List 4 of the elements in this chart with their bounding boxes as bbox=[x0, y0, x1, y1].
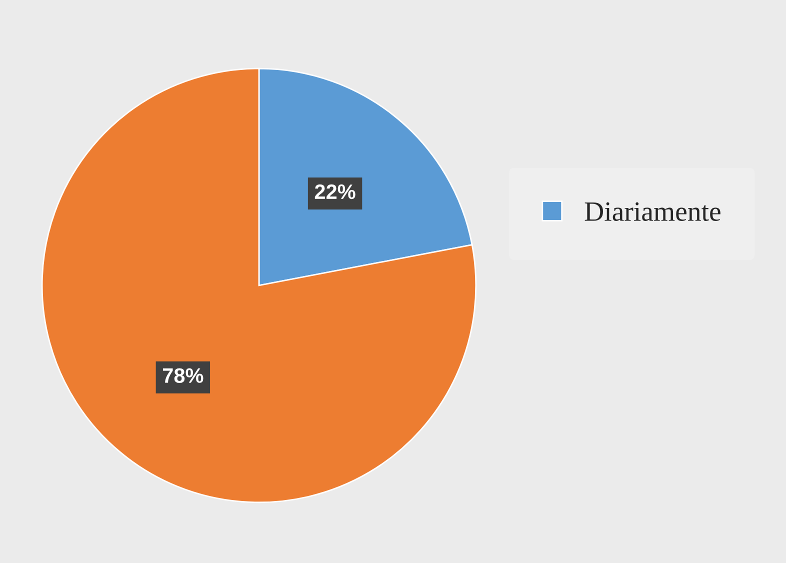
legend-label: Diariamente bbox=[584, 202, 720, 221]
pie-slice bbox=[41, 68, 477, 504]
data-label: 22% bbox=[314, 184, 356, 200]
data-label: 78% bbox=[162, 368, 204, 383]
